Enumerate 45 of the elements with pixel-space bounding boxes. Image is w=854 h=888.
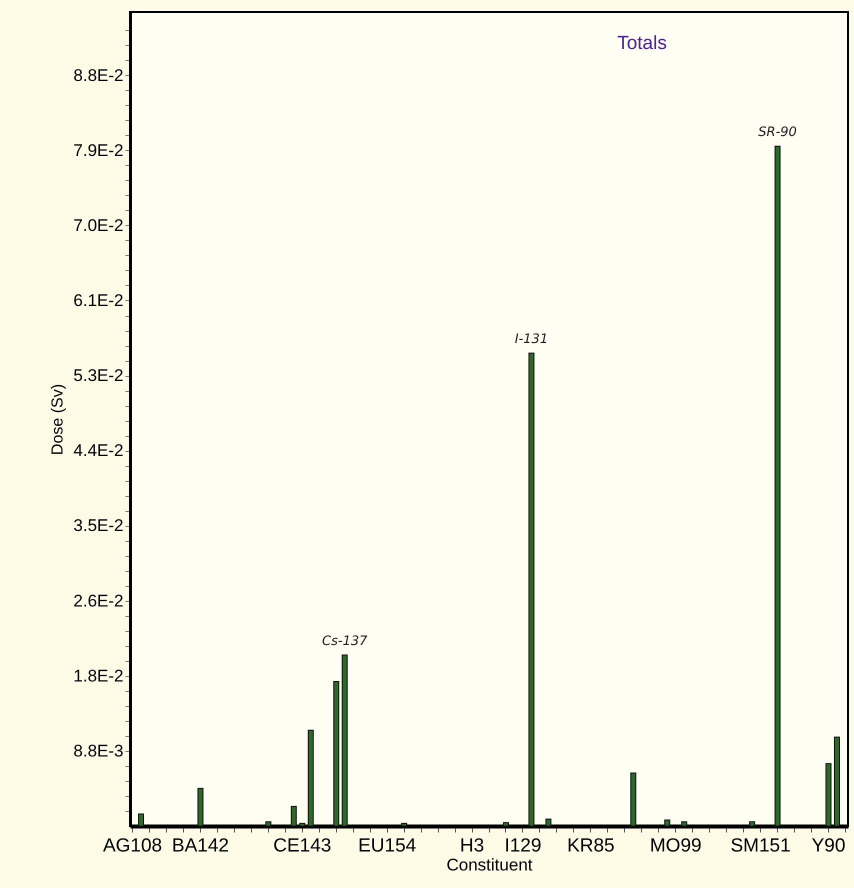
text: Totals — [617, 33, 667, 54]
bar — [342, 654, 348, 826]
y-tick-label: 2.6E-2 — [73, 591, 124, 610]
y-tick-label: 3.5E-2 — [73, 516, 124, 536]
x-tick-label: CE143 — [273, 836, 332, 856]
bar — [333, 681, 340, 826]
x-tick-label: BA142 — [172, 836, 229, 856]
bar — [265, 821, 272, 826]
bar — [630, 772, 636, 826]
bar — [290, 806, 297, 826]
y-tick-label: 7.0E-2 — [73, 216, 124, 235]
y-tick-label: 6.1E-2 — [73, 290, 124, 310]
y-tick-label: 1.8E-2 — [73, 666, 124, 686]
y-tick-label: 7.9E-2 — [73, 140, 124, 160]
bar — [299, 822, 306, 826]
bar — [545, 818, 552, 826]
y-axis-title: Dose (Sv) — [49, 384, 66, 456]
bar — [834, 736, 840, 826]
bar — [528, 352, 534, 826]
annotation: SR-90 — [758, 125, 797, 140]
bar — [138, 814, 144, 826]
x-tick-label: SM151 — [730, 836, 791, 856]
bar — [664, 820, 670, 826]
bar — [308, 730, 314, 826]
bar — [825, 763, 832, 826]
bar — [774, 146, 781, 826]
x-tick-label: EU154 — [358, 836, 417, 856]
y-tick-label: 4.4E-2 — [73, 441, 124, 460]
y-tick-label: 8.8E-3 — [73, 741, 124, 760]
x-tick-label: KR85 — [567, 836, 615, 856]
x-tick-label: Y90 — [812, 836, 846, 856]
bar — [681, 821, 688, 826]
y-tick-label: 8.8E-2 — [73, 66, 124, 85]
bar — [502, 822, 509, 826]
x-tick-label: I129 — [504, 836, 542, 856]
x-tick-label: MO99 — [650, 836, 702, 856]
x-tick-label: H3 — [460, 836, 484, 856]
bar — [401, 822, 408, 826]
bar — [749, 821, 756, 826]
annotation: Cs-137 — [322, 634, 368, 649]
x-axis-title: Constituent — [446, 856, 533, 874]
bar — [197, 788, 204, 826]
annotation: I-131 — [514, 332, 548, 348]
y-tick-label: 5.3E-2 — [73, 366, 124, 386]
x-tick-label: AG108 — [102, 836, 162, 856]
